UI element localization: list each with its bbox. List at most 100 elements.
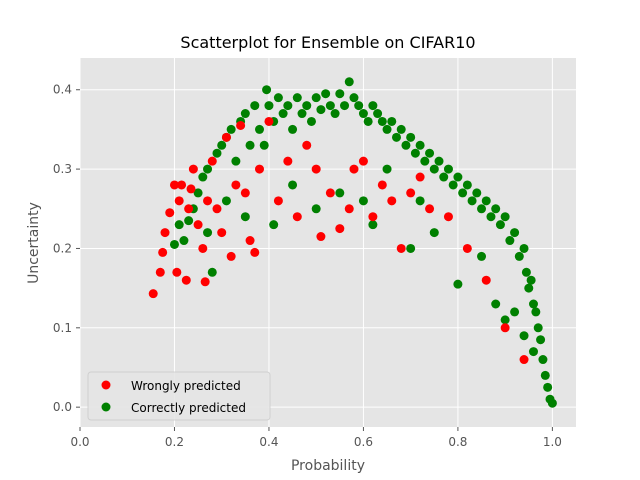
wrong-prediction-point [240,188,250,198]
correct-prediction-point [510,307,520,317]
correct-prediction-point [547,398,557,408]
correct-prediction-point [325,101,335,111]
correct-prediction-point [179,236,189,246]
correct-prediction-point [203,228,213,238]
correct-prediction-point [510,228,520,238]
correct-prediction-point [212,148,222,158]
correct-prediction-point [495,220,505,230]
wrong-prediction-point [177,180,187,190]
correct-prediction-point [250,101,260,111]
x-tick-label: 0.2 [165,435,184,449]
wrong-prediction-point [193,220,203,230]
correct-prediction-point [377,116,387,126]
correct-prediction-point [255,124,265,134]
wrong-prediction-point [165,208,175,218]
wrong-prediction-point [316,232,326,242]
correct-prediction-point [481,196,491,206]
correct-prediction-point [391,132,401,142]
wrong-prediction-point [148,289,158,299]
correct-prediction-point [540,370,550,380]
correctly-predicted-series [169,77,557,408]
wrong-prediction-point [344,204,354,214]
correct-prediction-point [425,148,435,158]
wrong-prediction-point [236,120,246,130]
correct-prediction-point [203,164,213,174]
x-tick-label: 0.8 [448,435,467,449]
correct-prediction-point [231,156,241,166]
correct-prediction-point [292,93,302,103]
legend-label-correct: Correctly predicted [131,401,246,415]
correct-prediction-point [533,323,543,333]
correct-prediction-point [531,307,541,317]
wrong-prediction-point [415,172,425,182]
correct-prediction-point [420,156,430,166]
correct-prediction-point [453,279,463,289]
plot-area [80,58,576,427]
correct-prediction-point [344,77,354,87]
correct-prediction-point [283,101,293,111]
wrong-prediction-point [186,184,196,194]
correct-prediction-point [259,140,269,150]
wrong-prediction-point [203,196,213,206]
correct-prediction-point [538,355,548,365]
wrong-prediction-point [406,188,416,198]
correct-prediction-point [193,188,203,198]
wrong-prediction-point [425,204,435,214]
x-tick-label: 0.0 [70,435,89,449]
correct-prediction-point [500,212,510,222]
correct-prediction-point [358,196,368,206]
correct-prediction-point [429,164,439,174]
wrong-prediction-point [174,196,184,206]
wrong-prediction-point [181,275,191,285]
correct-prediction-point [434,156,444,166]
correct-prediction-point [330,109,340,119]
correct-prediction-point [543,382,553,392]
correct-prediction-point [505,236,515,246]
wrong-prediction-point [245,236,255,246]
wrong-prediction-point [217,228,227,238]
wrong-prediction-point [519,355,529,365]
wrong-prediction-point [198,243,208,253]
correct-prediction-point [443,164,453,174]
wrong-prediction-point [212,204,222,214]
correct-prediction-point [486,212,496,222]
correct-prediction-point [519,243,529,253]
correct-prediction-point [306,116,316,126]
correct-prediction-point [448,180,458,190]
wrong-prediction-point [231,180,241,190]
y-axis-label: Uncertainty [26,202,42,284]
correct-prediction-point [458,188,468,198]
wrong-prediction-point [335,224,345,234]
correct-prediction-point [245,140,255,150]
correct-prediction-point [262,85,272,95]
correct-prediction-point [396,124,406,134]
correct-prediction-point [521,267,531,277]
wrong-prediction-point [500,323,510,333]
correct-prediction-point [321,89,331,99]
correct-prediction-point [198,172,208,182]
y-tick-label: 0.2 [53,241,72,255]
correct-prediction-point [174,220,184,230]
correct-prediction-point [264,101,274,111]
correct-prediction-point [491,299,501,309]
correct-prediction-point [297,109,307,119]
wrong-prediction-point [377,180,387,190]
wrong-prediction-point [481,275,491,285]
wrong-prediction-point [221,132,231,142]
correct-prediction-point [221,196,231,206]
correct-prediction-point [335,89,345,99]
wrong-prediction-point [207,156,217,166]
wrong-prediction-point [273,196,283,206]
wrong-prediction-point [255,164,265,174]
correct-prediction-point [273,93,283,103]
correct-prediction-point [528,347,538,357]
y-tick-label: 0.0 [53,400,72,414]
correct-prediction-point [382,164,392,174]
correct-prediction-point [462,180,472,190]
legend-marker-correct [101,402,111,412]
wrongly-predicted-series [148,116,529,365]
legend: Wrongly predicted Correctly predicted [87,371,271,421]
correct-prediction-point [288,124,298,134]
wrong-prediction-point [325,188,335,198]
x-tick-label: 0.4 [259,435,278,449]
